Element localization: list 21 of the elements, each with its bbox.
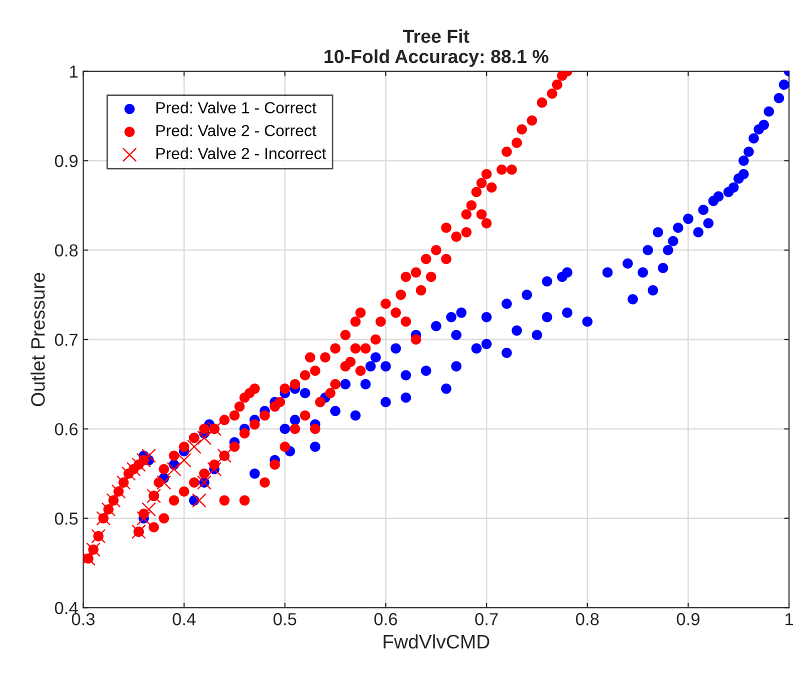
x-axis-title: FwdVlvCMD — [384, 634, 490, 649]
y-tick-label: 0.7 — [54, 334, 78, 346]
x-tick-label: 0.8 — [576, 613, 599, 626]
y-tick-label: 0.8 — [54, 244, 78, 257]
x-tick-label: 0.5 — [274, 613, 296, 626]
x-tick-label: 0.6 — [374, 613, 398, 626]
y-axis-title: Outlet Pressure — [30, 272, 45, 406]
x-tick-label: 0.3 — [72, 613, 95, 626]
x-tick-label: 0.4 — [172, 613, 196, 626]
legend-label: Pred: Valve 1 - Correct — [156, 102, 316, 114]
y-tick-label: 1 — [70, 66, 78, 78]
chart-title: Tree Fit 10-Fold Accuracy: 88.1 % — [324, 29, 548, 67]
x-tick-label: 0.7 — [475, 613, 498, 626]
y-tick-label: 0.6 — [54, 423, 78, 436]
legend-label: Pred: Valve 2 - Correct — [156, 124, 316, 136]
x-tick-label: 0.9 — [676, 613, 700, 626]
y-tick-label: 0.9 — [54, 154, 78, 168]
y-tick-label: 0.5 — [54, 512, 78, 525]
y-tick-label: 0.4 — [54, 602, 78, 614]
x-tick-label: 1 — [786, 613, 793, 626]
legend-label: Pred: Valve 2 - Incorrect — [156, 147, 326, 160]
